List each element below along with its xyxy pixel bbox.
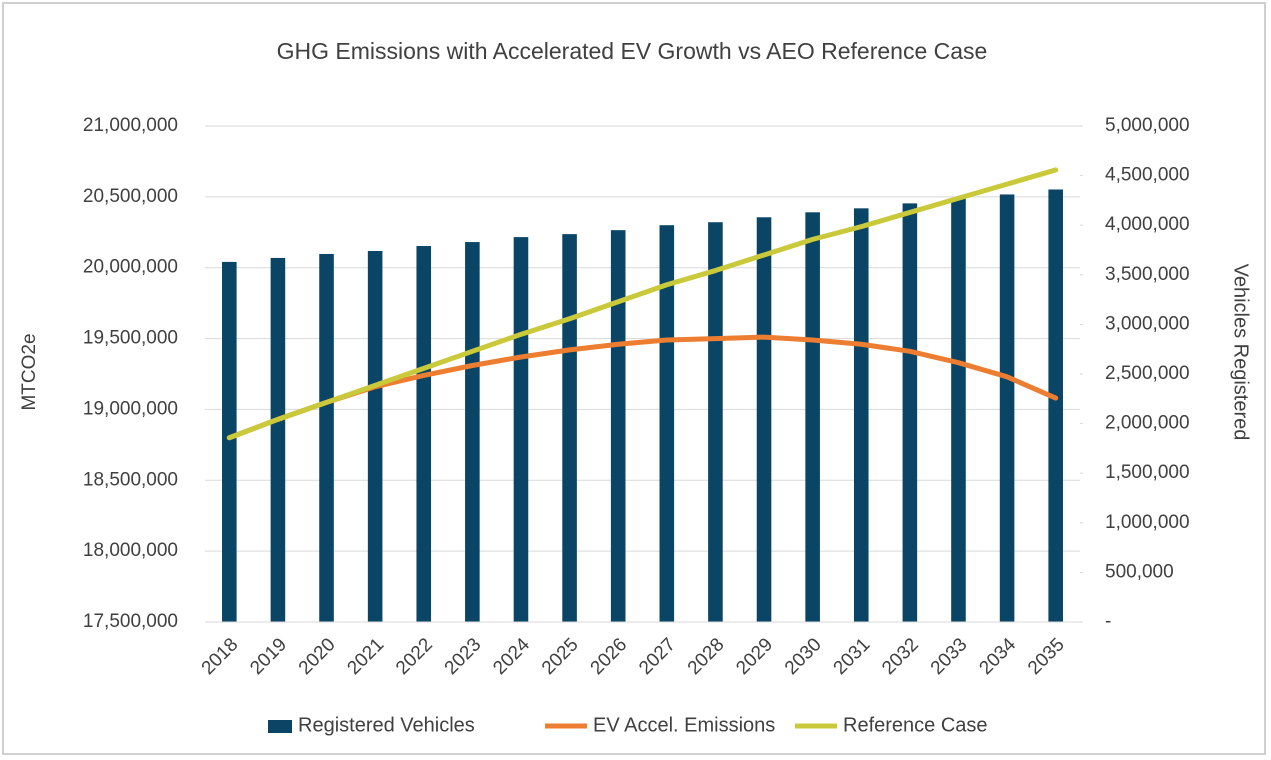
- bar: [610, 230, 626, 622]
- bar: [951, 198, 966, 622]
- bar: [659, 225, 675, 622]
- y-tick-label: 17,500,000: [83, 611, 178, 632]
- bar: [562, 234, 577, 623]
- y2-tick-label: 4,500,000: [1105, 165, 1190, 186]
- y-tick-label: 18,500,000: [83, 469, 178, 490]
- y2-tick-label: 2,000,000: [1105, 413, 1190, 434]
- y2-tick-label: 1,000,000: [1105, 512, 1190, 533]
- bar: [756, 217, 772, 622]
- y2-tick-label: 3,000,000: [1105, 313, 1190, 334]
- y2-tick-label: 2,500,000: [1105, 363, 1190, 384]
- bar: [999, 194, 1015, 622]
- y-axis-label: MTCO2e: [19, 333, 40, 410]
- bar: [270, 257, 286, 622]
- y-tick-label: 20,000,000: [83, 257, 178, 278]
- y2-tick-label: 3,500,000: [1105, 264, 1190, 285]
- bar: [416, 246, 432, 623]
- y-tick-label: 19,000,000: [83, 398, 178, 419]
- legend-label: Reference Case: [843, 714, 988, 736]
- y-tick-label: 19,500,000: [83, 328, 178, 349]
- legend-label: Registered Vehicles: [298, 714, 475, 736]
- bar: [853, 208, 869, 622]
- bar: [513, 237, 529, 622]
- bar: [465, 242, 480, 622]
- bar: [367, 250, 383, 622]
- line: [226, 167, 1059, 441]
- legend-label: EV Accel. Emissions: [593, 714, 775, 736]
- bar: [708, 222, 723, 622]
- y-tick-label: 21,000,000: [83, 115, 178, 136]
- y-tick-label: 20,500,000: [83, 186, 178, 207]
- y2-axis-label: Vehicles Registered: [1230, 264, 1252, 441]
- y2-tick-label: -: [1105, 611, 1111, 632]
- legend-swatch: [268, 720, 292, 733]
- y-tick-label: 18,000,000: [83, 540, 178, 561]
- bar: [222, 261, 237, 622]
- y2-tick-label: 500,000: [1105, 561, 1174, 582]
- bar: [902, 203, 918, 622]
- bar: [319, 253, 334, 622]
- y2-tick-label: 4,000,000: [1105, 214, 1190, 235]
- chart-title: GHG Emissions with Accelerated EV Growth…: [277, 38, 988, 64]
- bar: [1048, 189, 1063, 622]
- y2-tick-label: 1,500,000: [1105, 462, 1190, 483]
- y2-tick-label: 5,000,000: [1105, 115, 1190, 136]
- bar: [805, 212, 820, 622]
